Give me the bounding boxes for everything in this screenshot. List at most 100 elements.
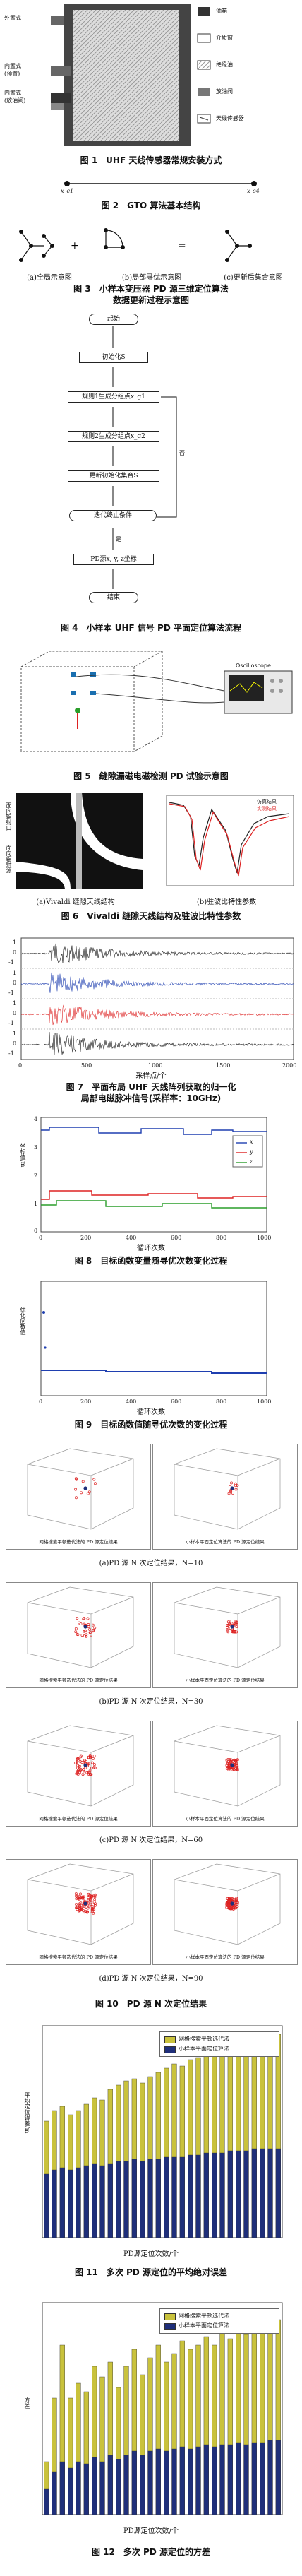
fig10-row: 网格搜索平顿选代法的 PD 源定位结果 小样本平面定位算法的 PD 源定位结果 (a… xyxy=(0,1441,302,1575)
fig10-point xyxy=(83,1617,86,1620)
fig10-sub: (b)PD 源 N 次定位结果，N=30 xyxy=(99,1698,203,1706)
fig6-sub-b: (b)驻波比特性参数 xyxy=(196,898,257,906)
fig9-caption: 图 9 目标函数值随寻优次数的变化过程 xyxy=(74,1420,228,1430)
fig10-point xyxy=(236,1767,239,1770)
fig11-bar-small xyxy=(140,2161,145,2238)
fig11-legend: 网格搜索平顿选代法 小样本平面定位算法 xyxy=(159,2031,279,2057)
fig11-bar-small xyxy=(99,2165,105,2238)
fig10-panel-label: 小样本平面定位算法的 PD 源定位结果 xyxy=(186,1678,265,1683)
fig10-point xyxy=(90,1909,94,1912)
fig2-node-right: x_s4 xyxy=(247,188,260,194)
fig8-series-y xyxy=(41,1190,267,1200)
fig7-xtick-3: 1500 xyxy=(216,1062,231,1069)
fig10-point xyxy=(86,1632,90,1635)
fig12-bar-small xyxy=(44,2488,49,2515)
fig10-point xyxy=(79,1755,83,1759)
fig11-bar-small xyxy=(203,2152,209,2238)
fig10-scatter xyxy=(27,1448,134,1530)
fig10-point xyxy=(90,1894,93,1898)
fig8-xtick-1: 200 xyxy=(80,1235,92,1241)
fig7-caption-2: 局部电磁脉冲信号(采样率：10GHz) xyxy=(80,1093,222,1103)
fig10-point xyxy=(234,1484,238,1488)
fig10-point xyxy=(90,1767,93,1770)
fig10-true-source xyxy=(230,1625,234,1629)
fig12-bar-small xyxy=(227,2444,233,2515)
fig7-signal-line xyxy=(20,943,294,964)
fig10-point xyxy=(76,1633,80,1637)
fig12-bar-small xyxy=(76,2461,81,2515)
fig10-panel-label: 网格搜索平顿选代法的 PD 源定位结果 xyxy=(39,1816,118,1822)
fig7-xtick-0: 0 xyxy=(18,1062,23,1069)
fig10-point xyxy=(76,1905,78,1909)
fig12-bar-small xyxy=(140,2455,145,2515)
fig6-legend-sim: 仿真结果 xyxy=(257,799,277,805)
fig1-legend-window: 介质窗 xyxy=(216,35,233,41)
fig11-bar-small xyxy=(59,2167,65,2238)
fig10-point xyxy=(76,1764,80,1767)
fig10-point xyxy=(91,1630,95,1633)
fig10-scatter xyxy=(174,1725,281,1807)
fig10-point xyxy=(79,1754,83,1757)
fig9-xtick-0: 0 xyxy=(39,1399,43,1405)
fig10-point xyxy=(74,1892,78,1896)
fig12-bar-small xyxy=(164,2450,169,2515)
fig7-signal-line xyxy=(20,1031,294,1055)
fig10-axes-box xyxy=(174,1586,281,1668)
fig10-point xyxy=(81,1895,85,1899)
fig10-point xyxy=(77,1897,80,1901)
fig10-scatter xyxy=(174,1863,281,1945)
fig12-caption: 图 12 多次 PD 源定位的方差 xyxy=(92,2547,210,2557)
fig10-row: 网格搜索平顿选代法的 PD 源定位结果 小样本平面定位算法的 PD 源定位结果 (c… xyxy=(0,1718,302,1852)
fig10-point xyxy=(234,1906,237,1910)
fig5-oscilloscope-label: Oscilloscope xyxy=(236,663,271,669)
fig10-point xyxy=(227,1904,230,1908)
fig10-axes-box xyxy=(27,1586,134,1668)
fig12: 网格搜索平顿选代法 小样本平面定位算法 方差 PD源定位次数/个 图 12 多次… xyxy=(0,2298,302,2574)
fig9-xtick-3: 600 xyxy=(171,1399,182,1405)
fig10-panel: 网格搜索平顿选代法的 PD 源定位结果 xyxy=(6,1859,151,1965)
fig7-xtick-4: 2000 xyxy=(282,1062,297,1069)
fig12-ylabel: 方差 xyxy=(24,2397,30,2409)
fig11-bar-small xyxy=(171,2156,177,2238)
fig10-panel-label: 网格搜索平顿选代法的 PD 源定位结果 xyxy=(39,1539,118,1545)
fig10-point xyxy=(236,1483,239,1487)
fig11-bar-small xyxy=(131,2159,137,2238)
fig10-point xyxy=(79,1901,83,1905)
fig10-point xyxy=(231,1491,234,1495)
fig11-bar-small xyxy=(227,2150,233,2238)
fig12-bar-small xyxy=(243,2444,249,2515)
fig12-bar-small xyxy=(131,2450,137,2515)
fig3-sub-b: (b)局部寻优示意图 xyxy=(121,274,182,282)
fig10-point xyxy=(78,1621,81,1625)
fig10-point xyxy=(226,1900,230,1904)
fig1-legend-oil: 绝缘油 xyxy=(216,61,233,68)
fig12-bar-small xyxy=(260,2442,265,2515)
fig10-point xyxy=(74,1627,78,1630)
fig5-diagram xyxy=(20,651,293,752)
fig7-ytick-1c: 1 xyxy=(13,1000,17,1007)
fig10-point xyxy=(82,1768,85,1771)
fig10-point xyxy=(228,1620,231,1624)
fig10-scatter xyxy=(27,1586,134,1668)
fig11-bar-small xyxy=(123,2161,129,2238)
fig12-bar-small xyxy=(236,2442,241,2515)
fig2-node-left: x_c1 xyxy=(61,188,74,194)
fig4-step-condition: 迭代终止条件 xyxy=(69,510,157,521)
fig12-bar-small xyxy=(188,2448,193,2515)
fig10-point xyxy=(93,1904,97,1907)
fig11-bar-small xyxy=(195,2154,201,2238)
fig10-panel: 小样本平面定位算法的 PD 源定位结果 xyxy=(152,1582,298,1688)
fig10-point xyxy=(85,1911,89,1914)
fig10-panel: 小样本平面定位算法的 PD 源定位结果 xyxy=(152,1859,298,1965)
fig10-point xyxy=(80,1761,84,1764)
fig4-step-start: 起始 xyxy=(89,314,138,325)
fig10-point xyxy=(234,1622,238,1625)
fig10-point xyxy=(88,1627,92,1631)
fig10-point xyxy=(87,1757,90,1760)
fig10-point xyxy=(231,1767,235,1770)
fig3-diagram: + = xyxy=(19,228,252,262)
fig10-point xyxy=(81,1480,85,1483)
fig12-bar-small xyxy=(179,2446,185,2515)
fig10-point xyxy=(226,1758,230,1762)
fig4-step-init: 初始化S xyxy=(79,352,148,363)
